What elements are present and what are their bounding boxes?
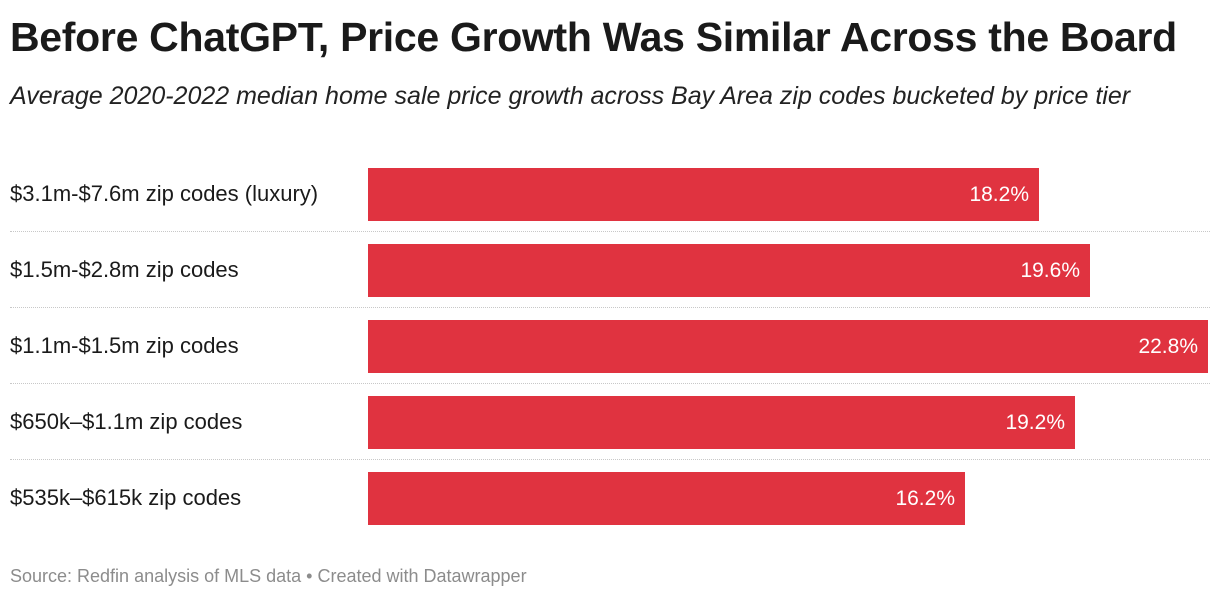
bar-value-label: 16.2% [895, 487, 955, 510]
source-note: Source: Redfin analysis of MLS data • Cr… [10, 566, 527, 586]
bar: 22.8% [368, 320, 1208, 373]
bar-chart: $3.1m-$7.6m zip codes (luxury) 18.2% $1.5m… [10, 156, 1210, 536]
bar-value-label: 22.8% [1138, 335, 1198, 358]
category-label: $535k–$615k zip codes [10, 485, 242, 510]
category-label: $1.5m-$2.8m zip codes [10, 257, 239, 282]
bar: 18.2% [368, 168, 1039, 221]
bar-row: $1.5m-$2.8m zip codes 19.6% [10, 232, 1210, 308]
bar-row: $535k–$615k zip codes 16.2% [10, 460, 1210, 536]
bar-row: $1.1m-$1.5m zip codes 22.8% [10, 308, 1210, 384]
bar-value-label: 19.6% [1020, 259, 1080, 282]
category-label: $650k–$1.1m zip codes [10, 409, 243, 434]
bar-row: $3.1m-$7.6m zip codes (luxury) 18.2% [10, 156, 1210, 232]
bar: 19.2% [368, 396, 1075, 449]
chart-title: Before ChatGPT, Price Growth Was Similar… [10, 14, 1177, 60]
bar-value-label: 18.2% [969, 183, 1029, 206]
bar: 19.6% [368, 244, 1090, 297]
chart-subtitle: Average 2020-2022 median home sale price… [10, 82, 1131, 110]
bar: 16.2% [368, 472, 965, 525]
category-label: $1.1m-$1.5m zip codes [10, 333, 239, 358]
category-label: $3.1m-$7.6m zip codes (luxury) [10, 181, 319, 206]
bar-row: $650k–$1.1m zip codes 19.2% [10, 384, 1210, 460]
bar-value-label: 19.2% [1005, 411, 1065, 434]
